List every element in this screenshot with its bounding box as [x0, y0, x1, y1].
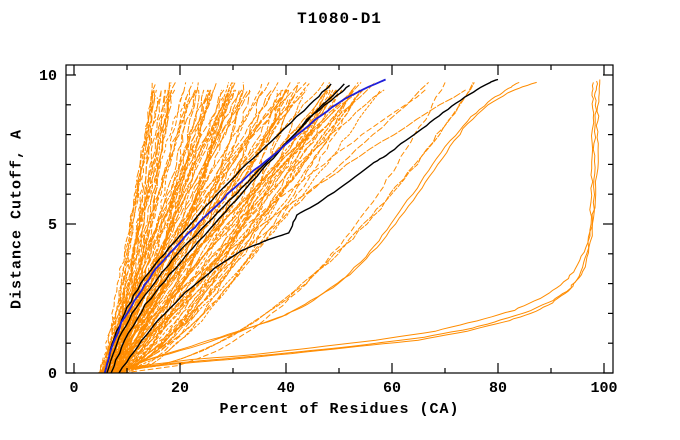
orange-outlier-far-right-2 [103, 82, 595, 374]
model-curve [115, 82, 270, 374]
model-curve [113, 89, 243, 374]
model-curve [111, 89, 328, 374]
model-curve [123, 82, 446, 374]
model-curve [113, 82, 170, 374]
model-curve [112, 89, 282, 374]
model-curve [101, 89, 230, 374]
model-curve [114, 89, 337, 374]
model-curve [106, 89, 353, 374]
model-curve [111, 89, 354, 374]
model-curve [121, 97, 159, 374]
black-reference-stepped [118, 78, 499, 374]
model-curve [120, 89, 210, 374]
model-curve [108, 82, 333, 374]
x-tick-label: 80 [489, 380, 507, 397]
orange-outlier-steep-1 [110, 81, 520, 374]
black-reference-2 [106, 83, 345, 374]
model-curve [122, 97, 187, 374]
y-tick-label: 5 [48, 217, 57, 234]
model-curve [108, 89, 264, 374]
model-curve [110, 89, 337, 374]
model-curve [108, 89, 385, 374]
model-curve [118, 89, 249, 374]
model-curve [108, 82, 474, 374]
axis-ticks [66, 65, 613, 374]
x-tick-label: 0 [69, 380, 78, 397]
model-curve [121, 89, 426, 374]
model-curve [107, 82, 234, 374]
orange-outlier-far-right-1 [105, 80, 599, 374]
y-tick-label: 10 [39, 68, 57, 85]
model-curve [115, 89, 363, 374]
orange-outlier-far-right-3 [108, 79, 601, 374]
x-tick-label: 40 [277, 380, 295, 397]
model-curve [101, 89, 156, 374]
model-curve [122, 89, 288, 374]
model-curve [105, 82, 475, 374]
model-curve [106, 82, 263, 374]
model-curve [113, 82, 230, 374]
tick-labels: 0 20 40 60 80 100 0 5 10 [39, 68, 618, 397]
plot-title: T1080-D1 [297, 10, 382, 28]
black-reference-3 [110, 84, 350, 374]
model-curve [119, 89, 205, 374]
model-curve [112, 82, 199, 374]
x-axis-label: Percent of Residues (CA) [219, 401, 460, 418]
model-curve [97, 82, 429, 374]
server-model-curves [97, 82, 475, 374]
model-curve [100, 89, 340, 374]
model-curve [117, 89, 337, 374]
model-curve [118, 89, 176, 374]
model-curve [102, 89, 162, 374]
model-curve [105, 89, 157, 374]
x-tick-label: 100 [590, 380, 617, 397]
model-curve [105, 89, 355, 374]
model-curve [105, 89, 296, 374]
blue-highlighted-model [103, 78, 386, 374]
model-curve [109, 89, 237, 374]
x-tick-label: 60 [383, 380, 401, 397]
model-curve [120, 82, 359, 374]
model-curve [102, 89, 286, 374]
model-curve [106, 82, 301, 374]
model-curve [115, 82, 362, 374]
x-tick-label: 20 [171, 380, 189, 397]
model-curve [107, 89, 362, 374]
model-curve [117, 89, 334, 374]
orange-outlier-steep-2 [113, 81, 537, 374]
model-curve [104, 89, 162, 374]
model-curve [117, 97, 333, 374]
y-tick-label: 0 [48, 366, 57, 383]
